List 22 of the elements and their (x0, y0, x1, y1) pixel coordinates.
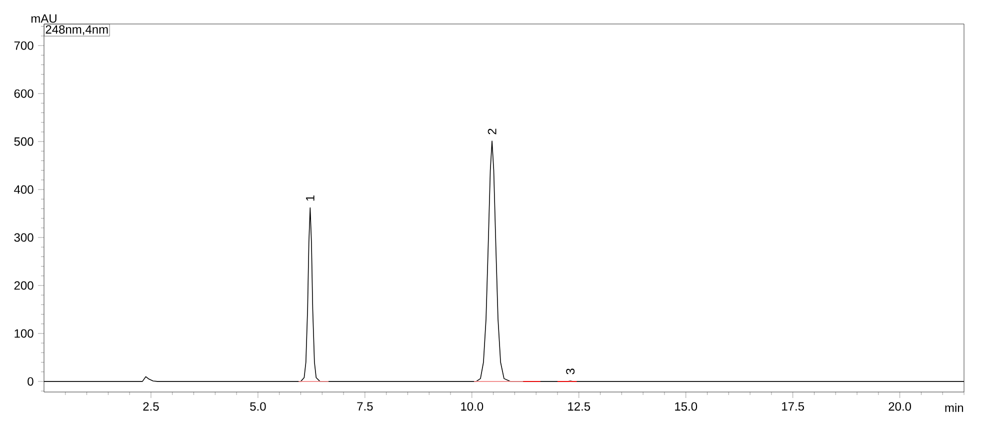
x-tick-label: 7.5 (357, 402, 373, 411)
y-tick-label: 500 (14, 137, 34, 146)
x-tick-label: 17.5 (782, 402, 804, 411)
x-axis-title: min (945, 403, 964, 412)
y-tick-label: 300 (14, 233, 34, 242)
y-tick-label: 200 (14, 281, 34, 290)
y-tick-label: 0 (28, 377, 34, 386)
annotation: 1 (306, 195, 314, 201)
x-tick-label: 2.5 (143, 402, 159, 411)
y-tick-label: 400 (14, 185, 34, 194)
x-tick-label: 5.0 (250, 402, 266, 411)
x-tick-label: 20.0 (888, 402, 912, 411)
x-tick-label: 15.0 (675, 402, 698, 411)
y-axis-title: mAU (31, 14, 56, 23)
annotation: 248nm,4nm (46, 25, 108, 36)
y-tick-label: 100 (14, 329, 34, 338)
annotation: 3 (566, 368, 575, 374)
y-tick-label: 600 (14, 89, 34, 98)
annotation: 2 (488, 128, 496, 134)
y-tick-label: 700 (14, 41, 34, 50)
x-tick-label: 12.5 (568, 402, 590, 411)
x-tick-label: 10.0 (461, 402, 484, 411)
